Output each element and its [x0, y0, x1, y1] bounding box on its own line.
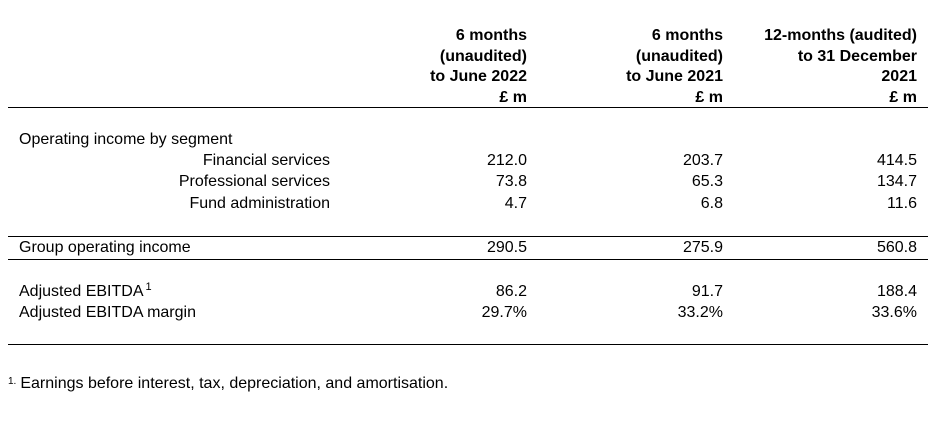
header-line: 12-months (audited): [764, 27, 917, 44]
cell-value: 33.6%: [871, 304, 917, 321]
header-unit: £ m: [695, 88, 723, 106]
table-row: Adjusted EBITDA 1 86.2 91.7 188.4: [8, 281, 928, 302]
header-divider: [8, 107, 928, 108]
footnote: 1. Earnings before interest, tax, depreci…: [8, 375, 448, 393]
table-row: Professional services 73.8 65.3 134.7: [8, 171, 928, 192]
header-line: to June 2022: [430, 68, 527, 85]
cell-value: 6.8: [700, 195, 723, 212]
header-line: (unaudited): [635, 47, 723, 65]
cell-value: 33.2%: [677, 304, 723, 321]
segment-heading: Operating income by segment: [19, 131, 233, 148]
header-line: 2021: [881, 68, 917, 85]
cell-value: 203.7: [682, 152, 723, 169]
cell-value: 65.3: [691, 173, 723, 190]
header-line: to June 2021: [626, 68, 723, 85]
cell-value: 212.0: [486, 152, 527, 169]
table-row: Fund administration 4.7 6.8 11.6: [8, 193, 928, 214]
table-row: Adjusted EBITDA margin 29.7% 33.2% 33.6%: [8, 302, 928, 323]
header-line: to 31 December: [797, 47, 917, 65]
column-header-12m-2021: 12-months (audited) to 31 December 2021 …: [764, 26, 917, 108]
header-unit: £ m: [889, 88, 917, 106]
total-bottom-divider: [8, 259, 928, 260]
cell-value: 275.9: [682, 239, 723, 256]
segment-heading-row: Operating income by segment: [8, 129, 928, 150]
cell-value: 73.8: [495, 173, 527, 190]
total-top-divider: [8, 236, 928, 237]
header-line: 6 months: [651, 27, 723, 44]
header-line: (unaudited): [439, 47, 527, 65]
row-label: Financial services: [202, 152, 330, 169]
ebitda-label: Adjusted EBITDA: [19, 283, 144, 300]
cell-value: 290.5: [486, 239, 527, 256]
cell-value: 29.7%: [481, 304, 527, 321]
row-label: Fund administration: [189, 195, 330, 212]
cell-value: 560.8: [876, 239, 917, 256]
header-unit: £ m: [499, 88, 527, 106]
header-line: 6 months: [455, 27, 527, 44]
row-label: Adjusted EBITDA margin: [19, 304, 196, 321]
footnote-marker: 1: [145, 281, 152, 293]
column-header-6m-2021: 6 months (unaudited) to June 2021 £ m: [626, 26, 723, 108]
cell-value: 86.2: [495, 283, 527, 300]
row-label: Group operating income: [19, 239, 191, 256]
row-label: Professional services: [178, 173, 330, 190]
table-row: Financial services 212.0 203.7 414.5: [8, 150, 928, 171]
cell-value: 134.7: [876, 173, 917, 190]
total-row: Group operating income 290.5 275.9 560.8: [8, 237, 928, 258]
cell-value: 414.5: [876, 152, 917, 169]
footnote-mark: 1.: [8, 376, 17, 387]
table-bottom-divider: [8, 344, 928, 345]
cell-value: 11.6: [887, 195, 917, 212]
footnote-text: Earnings before interest, tax, depreciat…: [20, 375, 449, 392]
column-header-6m-2022: 6 months (unaudited) to June 2022 £ m: [430, 26, 527, 108]
cell-value: 4.7: [504, 195, 527, 212]
cell-value: 91.7: [691, 283, 723, 300]
row-label: Adjusted EBITDA 1: [19, 281, 152, 302]
cell-value: 188.4: [876, 283, 917, 300]
